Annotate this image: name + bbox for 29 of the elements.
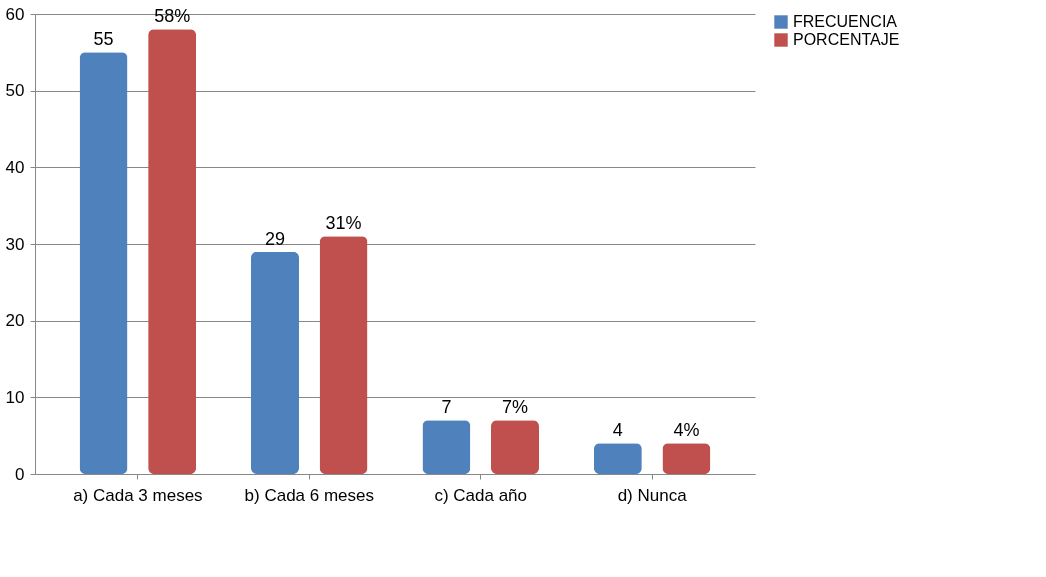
bar xyxy=(491,420,539,474)
bar xyxy=(422,420,471,474)
legend-label: FRECUENCIA xyxy=(793,13,898,30)
bar xyxy=(251,251,299,474)
bar xyxy=(148,29,197,474)
bar xyxy=(662,443,711,474)
data-label: 7% xyxy=(501,397,529,418)
x-tick-label: c) Cada año xyxy=(434,485,528,505)
x-tick-label: b) Cada 6 meses xyxy=(244,485,375,505)
bar xyxy=(319,236,368,474)
data-label: 31% xyxy=(325,213,362,234)
y-tick-label: 20 xyxy=(5,311,25,331)
x-tick-label: a) Cada 3 meses xyxy=(73,485,203,505)
y-tick-label: 50 xyxy=(5,81,25,101)
data-label: 55 xyxy=(93,29,114,50)
data-label: 4% xyxy=(673,420,700,441)
bar xyxy=(593,443,642,474)
y-tick-label: 30 xyxy=(5,234,25,254)
data-label: 29 xyxy=(264,228,286,249)
x-tick-label: d) Nunca xyxy=(617,485,688,505)
legend-label: PORCENTAJE xyxy=(793,31,900,48)
y-tick-label: 0 xyxy=(15,464,25,484)
bar xyxy=(79,52,128,474)
y-tick-label: 60 xyxy=(5,4,25,24)
data-label: 4 xyxy=(612,420,623,441)
y-tick-label: 40 xyxy=(5,157,25,177)
data-label: 58% xyxy=(154,6,191,27)
y-tick-label: 10 xyxy=(5,387,25,407)
data-label: 7 xyxy=(441,397,452,418)
